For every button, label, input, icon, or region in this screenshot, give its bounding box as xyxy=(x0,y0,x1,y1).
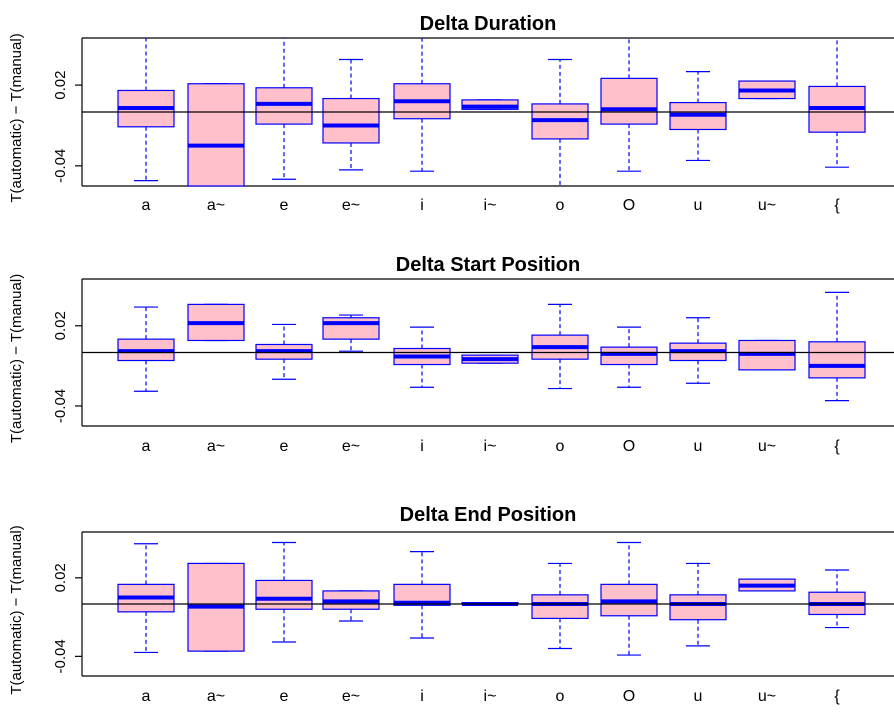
panel-title: Delta End Position xyxy=(400,504,577,526)
category-label: a xyxy=(142,688,151,705)
category-label: { xyxy=(834,197,840,214)
y-tick-label: 0.02 xyxy=(52,70,69,99)
panel-1: Delta Duration -0.04 0.02 T(automatic) − T(… xyxy=(8,13,894,214)
y-axis-label: T(automatic) − T(manual) xyxy=(8,525,25,694)
category-label: a~ xyxy=(207,197,225,214)
category-label: u~ xyxy=(758,197,776,214)
category-label: e xyxy=(280,688,289,705)
category-label: i xyxy=(420,438,424,455)
box-a~ xyxy=(187,562,245,652)
category-label: O xyxy=(623,688,635,705)
box-iqr xyxy=(322,317,380,340)
box-iqr xyxy=(393,583,451,606)
box-e~ xyxy=(322,58,380,171)
panel-2: Delta Start Position -0.04 0.02 T(automatic… xyxy=(8,254,894,455)
box-O xyxy=(600,541,658,656)
category-label: e~ xyxy=(342,197,360,214)
box-e~ xyxy=(322,590,380,622)
box-iqr xyxy=(255,87,313,125)
category-label: e~ xyxy=(342,438,360,455)
box-o xyxy=(531,303,589,390)
y-tick-label: -0.04 xyxy=(52,639,69,673)
category-label: i~ xyxy=(484,688,497,705)
box-u~ xyxy=(738,80,796,100)
category-label: u xyxy=(694,438,703,455)
box-u xyxy=(669,317,727,384)
y-tick-label: 0.02 xyxy=(52,311,69,340)
y-axis-label: T(automatic) − T(manual) xyxy=(8,33,25,202)
box-iqr xyxy=(255,579,313,610)
box-i xyxy=(393,551,451,639)
box-iqr xyxy=(187,83,245,187)
box-O xyxy=(600,326,658,388)
category-label: { xyxy=(834,688,840,705)
category-label: o xyxy=(556,688,565,705)
category-label: O xyxy=(623,438,635,455)
box-i~ xyxy=(461,354,519,364)
category-label: i~ xyxy=(484,438,497,455)
box-iqr xyxy=(322,97,380,144)
category-label: i xyxy=(420,197,424,214)
box-u~ xyxy=(738,339,796,371)
box-u xyxy=(669,71,727,162)
panel-title: Delta Start Position xyxy=(396,254,580,276)
box-iqr xyxy=(600,346,658,366)
category-label: u~ xyxy=(758,438,776,455)
box-e~ xyxy=(322,314,380,352)
y-tick-label: -0.04 xyxy=(52,389,69,423)
category-label: e xyxy=(280,438,289,455)
box-e xyxy=(255,323,313,380)
box-o xyxy=(531,562,589,650)
category-label: a xyxy=(142,197,151,214)
category-label: o xyxy=(556,197,565,214)
category-label: i xyxy=(420,688,424,705)
category-label: u xyxy=(694,688,703,705)
box-a xyxy=(117,543,175,654)
box-{ xyxy=(808,38,866,168)
box-iqr xyxy=(808,341,866,379)
box-a~ xyxy=(187,83,245,187)
box-a xyxy=(117,38,175,182)
box-iqr xyxy=(461,99,519,110)
y-axis-label: T(automatic) − T(manual) xyxy=(8,274,25,443)
box-{ xyxy=(808,569,866,629)
y-tick-label: -0.04 xyxy=(52,149,69,183)
box-a~ xyxy=(187,303,245,342)
box-o xyxy=(531,58,589,186)
box-u~ xyxy=(738,578,796,592)
box-iqr xyxy=(669,594,727,621)
category-label: a xyxy=(142,438,151,455)
box-iqr xyxy=(600,77,658,125)
box-iqr xyxy=(531,594,589,620)
panel-3: Delta End Position -0.04 0.02 T(automatic) … xyxy=(8,504,894,705)
category-label: { xyxy=(834,438,840,455)
category-label: e~ xyxy=(342,688,360,705)
category-label: u xyxy=(694,197,703,214)
box-i xyxy=(393,38,451,172)
box-e xyxy=(255,38,313,180)
box-e xyxy=(255,541,313,643)
box-{ xyxy=(808,291,866,402)
box-i~ xyxy=(461,99,519,110)
category-label: u~ xyxy=(758,688,776,705)
category-label: a~ xyxy=(207,688,225,705)
panel-title: Delta Duration xyxy=(420,13,557,35)
box-u xyxy=(669,562,727,647)
category-label: O xyxy=(623,197,635,214)
category-label: i~ xyxy=(484,197,497,214)
box-i xyxy=(393,326,451,388)
category-label: e xyxy=(280,197,289,214)
category-label: a~ xyxy=(207,438,225,455)
box-a xyxy=(117,306,175,392)
box-O xyxy=(600,38,658,172)
category-label: o xyxy=(556,438,565,455)
y-tick-label: 0.02 xyxy=(52,563,69,592)
